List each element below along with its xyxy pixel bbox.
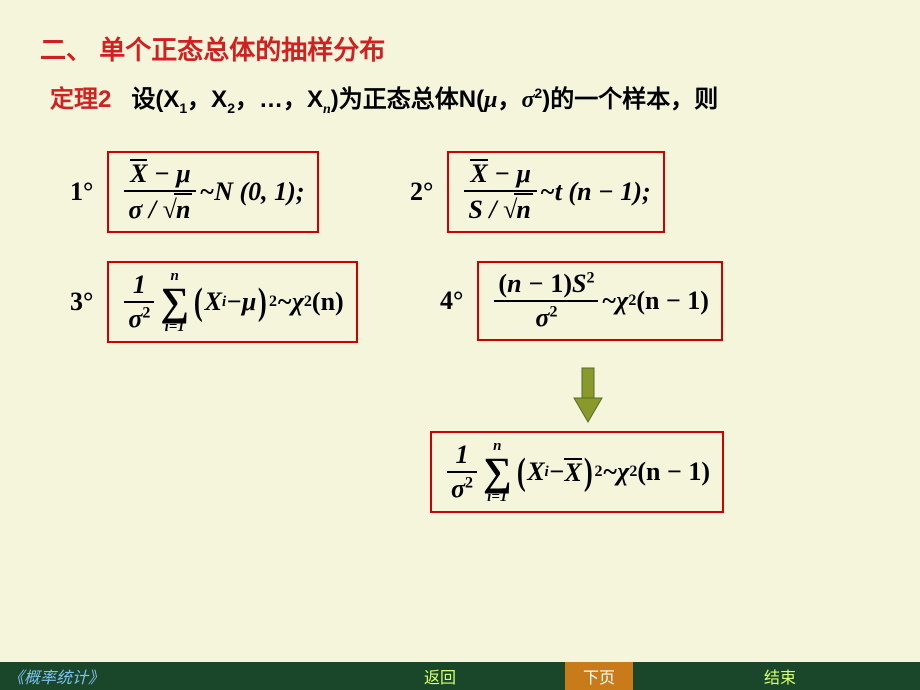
formula-5: 1 σ2 n ∑ i=1 ( Xi − X )2 ~ χ <box>430 431 724 513</box>
sigma: σ <box>521 87 534 113</box>
formula-4-label: 4° <box>440 286 463 316</box>
footer-course: 《概率统计》 <box>8 664 104 688</box>
formula-5-box: 1 σ2 n ∑ i=1 ( Xi − X )2 ~ χ <box>430 431 724 513</box>
theorem-text-5: ， <box>497 86 521 113</box>
formula-3-label: 3° <box>70 287 93 317</box>
mu: μ <box>484 87 497 113</box>
formula-1-label: 1° <box>70 177 93 207</box>
formula-2-label: 2° <box>410 177 433 207</box>
content-area: 二、 单个正态总体的抽样分布 定理2 设(X1，X2，…，Xn)为正态总体N(μ… <box>0 0 920 662</box>
sub-2: 2 <box>227 100 235 116</box>
sub-1: 1 <box>179 100 187 116</box>
formula-1-box: X − μ σ / n ~ N (0, 1); <box>107 151 318 233</box>
theorem-text-4: )为正态总体N( <box>331 86 484 113</box>
footer: 《概率统计》 返回 下页 结束 <box>0 662 920 690</box>
theorem: 定理2 设(X1，X2，…，Xn)为正态总体N(μ，σ2)的一个样本，则 <box>50 81 880 121</box>
formula-2-box: X − μ S / n ~ t (n − 1); <box>447 151 664 233</box>
end-button[interactable]: 结束 <box>740 664 820 688</box>
theorem-text-6: )的一个样本，则 <box>542 86 718 113</box>
theorem-text-1: 设(X <box>131 86 179 113</box>
formula-4: 4° (n − 1)S2 σ2 ~ χ2(n − 1) <box>440 261 723 341</box>
formula-2: 2° X − μ S / n ~ t (n − 1); <box>410 151 665 233</box>
back-button[interactable]: 返回 <box>400 664 480 688</box>
sub-n: n <box>323 102 331 117</box>
formula-4-box: (n − 1)S2 σ2 ~ χ2(n − 1) <box>477 261 723 341</box>
slide: 二、 单个正态总体的抽样分布 定理2 设(X1，X2，…，Xn)为正态总体N(μ… <box>0 0 920 690</box>
theorem-text-3: ，…，X <box>235 86 323 113</box>
section-title: 二、 单个正态总体的抽样分布 <box>40 30 880 67</box>
theorem-text-2: ，X <box>187 86 227 113</box>
formulas-area: 1° X − μ σ / n ~ N (0, 1); 2° <box>40 151 880 591</box>
theorem-label: 定理2 <box>50 86 111 113</box>
formula-3-box: 1 σ2 n ∑ i=1 ( Xi − μ )2 ~ χ <box>107 261 357 343</box>
formula-1: 1° X − μ σ / n ~ N (0, 1); <box>70 151 319 233</box>
arrow-down-icon <box>570 366 606 426</box>
next-button[interactable]: 下页 <box>565 662 633 690</box>
formula-3: 3° 1 σ2 n ∑ i=1 ( X <box>70 261 358 343</box>
